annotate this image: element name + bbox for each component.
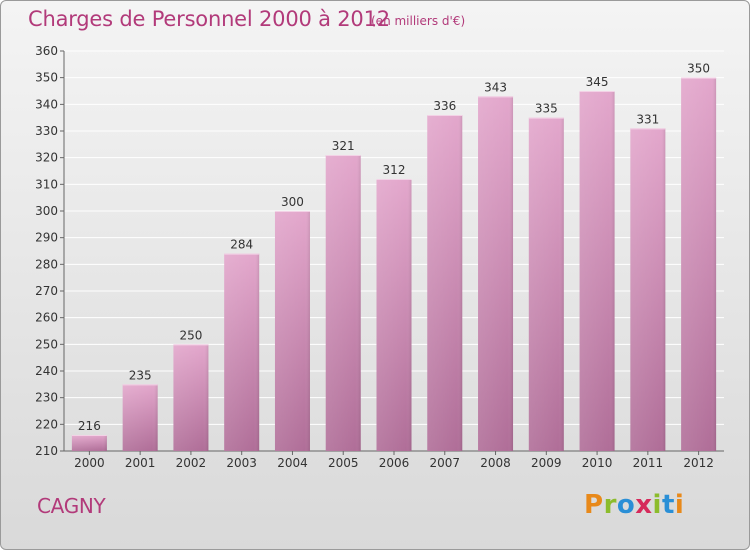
- y-tick-label: 310: [35, 177, 58, 191]
- y-tick-label: 340: [35, 97, 58, 111]
- logo-letter: P: [584, 490, 604, 520]
- bar-shade: [528, 117, 564, 452]
- bar-shade: [630, 128, 666, 451]
- y-tick-label: 210: [35, 444, 58, 458]
- bar-2001: [122, 384, 158, 451]
- x-tick-label: 2012: [683, 456, 714, 470]
- bar-shade: [579, 91, 615, 451]
- value-label: 300: [281, 195, 304, 209]
- bar-2006: [376, 179, 412, 451]
- x-tick-label: 2003: [226, 456, 257, 470]
- value-label: 312: [383, 163, 406, 177]
- value-label: 345: [586, 75, 609, 89]
- bars: [71, 77, 717, 452]
- value-label: 336: [433, 99, 456, 113]
- y-tick-label: 330: [35, 124, 58, 138]
- x-tick-label: 2010: [582, 456, 613, 470]
- bar-2002: [173, 344, 209, 451]
- bar-2000: [71, 435, 107, 451]
- x-tick-label: 2004: [277, 456, 308, 470]
- bar-shade: [122, 384, 158, 451]
- x-tick-labels: 2000 2001 2002 2003 2004 2005 2006 2007 2008 2009…: [74, 451, 714, 470]
- y-tick-label: 290: [35, 231, 58, 245]
- logo-letter: i: [652, 490, 662, 520]
- value-label: 235: [129, 368, 152, 382]
- y-tick-label: 300: [35, 204, 58, 218]
- x-tick-label: 2002: [176, 456, 207, 470]
- logo-letter: r: [603, 490, 617, 520]
- logo-letter: o: [616, 490, 636, 520]
- bar-shade: [376, 179, 412, 451]
- bar-shade: [71, 435, 107, 451]
- value-label: 321: [332, 139, 355, 153]
- bar-2011: [630, 128, 666, 451]
- value-label: 335: [535, 102, 558, 116]
- bar-2007: [427, 115, 463, 451]
- x-tick-label: 2005: [328, 456, 359, 470]
- bar-shade: [224, 253, 260, 451]
- x-tick-label: 2006: [379, 456, 410, 470]
- value-label: 350: [687, 62, 710, 76]
- x-tick-label: 2009: [531, 456, 562, 470]
- bar-2003: [224, 253, 260, 451]
- chart-title: Charges de Personnel 2000 à 2012: [28, 7, 390, 31]
- bar-shade: [274, 211, 310, 451]
- chart-subtitle: (en milliers d'€): [371, 14, 466, 28]
- y-tick-label: 350: [35, 71, 58, 85]
- proxiti-logo: Proxiti: [584, 490, 684, 520]
- value-label: 343: [484, 80, 507, 94]
- value-labels: 216 235 250 284 300 321 312 336 343 335 345 331 350: [78, 62, 710, 433]
- y-tick-label: 230: [35, 391, 58, 405]
- bar-2010: [579, 91, 615, 451]
- logo-letter: x: [635, 490, 653, 520]
- bar-2009: [528, 117, 564, 452]
- y-tick-label: 260: [35, 311, 58, 325]
- y-tick-label: 320: [35, 151, 58, 165]
- bar-shade: [427, 115, 463, 451]
- y-tick-label: 360: [35, 44, 58, 58]
- bar-shade: [681, 77, 717, 452]
- bar-shade: [173, 344, 209, 451]
- value-label: 216: [78, 419, 101, 433]
- value-label: 284: [230, 238, 253, 252]
- y-tick-label: 220: [35, 417, 58, 431]
- city-name: CAGNY: [37, 494, 106, 518]
- x-tick-label: 2001: [125, 456, 156, 470]
- logo-letter: t: [661, 490, 675, 520]
- x-tick-label: 2000: [74, 456, 105, 470]
- x-tick-label: 2008: [480, 456, 511, 470]
- x-tick-label: 2007: [429, 456, 460, 470]
- bar-2008: [478, 96, 514, 451]
- y-tick-label: 280: [35, 257, 58, 271]
- y-tick-label: 240: [35, 364, 58, 378]
- bar-shade: [478, 96, 514, 451]
- logo-letter: i: [674, 490, 685, 520]
- bar-2005: [325, 155, 361, 451]
- bar-shade: [325, 155, 361, 451]
- y-tick-label: 250: [35, 337, 58, 351]
- value-label: 331: [636, 112, 659, 126]
- bar-2004: [274, 211, 310, 451]
- value-label: 250: [179, 328, 202, 342]
- bar-2012: [681, 77, 717, 452]
- x-tick-label: 2011: [633, 456, 664, 470]
- y-tick-labels: 210 220 230 240 250 260 270 280 290 300 310 320 330 3…: [35, 44, 58, 458]
- y-tick-label: 270: [35, 284, 58, 298]
